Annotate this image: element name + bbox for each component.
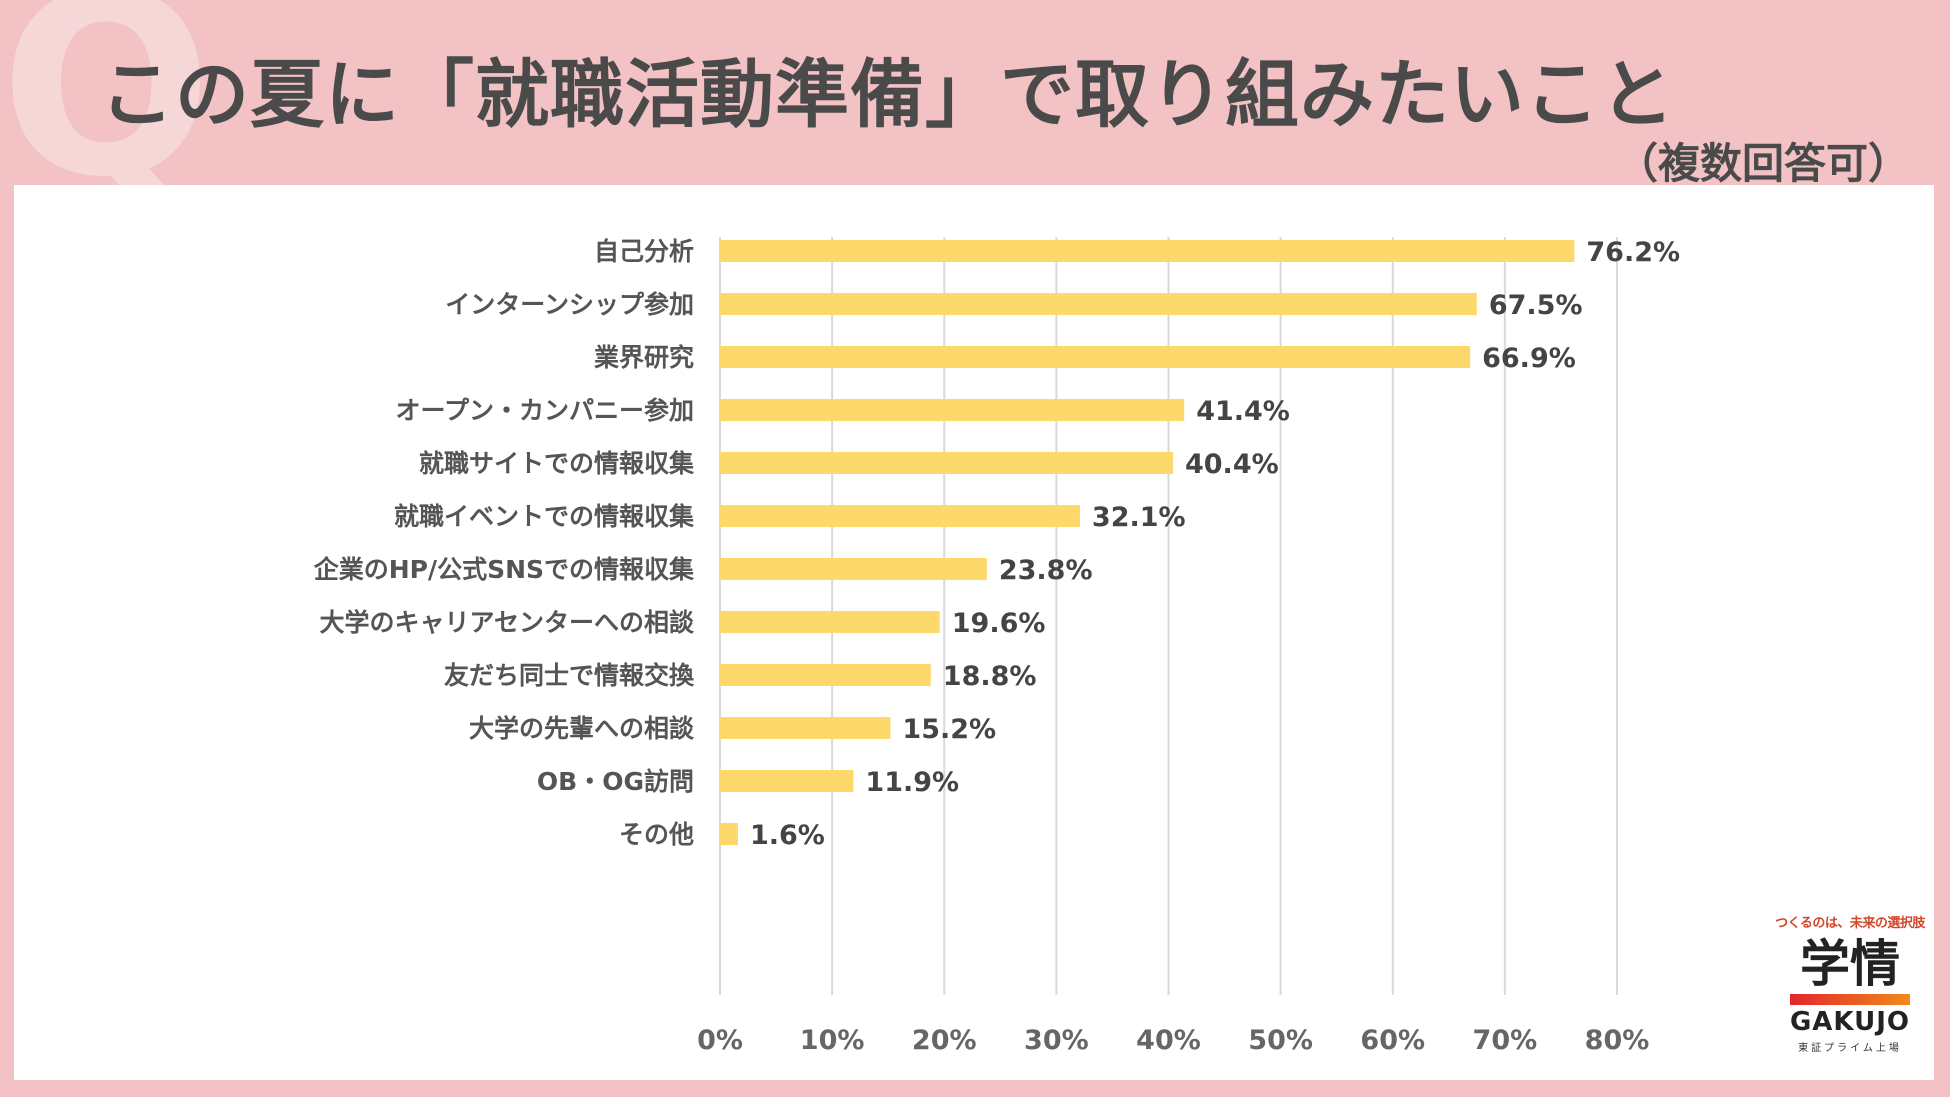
bar xyxy=(720,823,738,845)
category-label: その他 xyxy=(619,820,694,849)
bar xyxy=(720,346,1471,368)
page-title: この夏に「就職活動準備」で取り組みたいこと xyxy=(100,52,1675,138)
bar xyxy=(720,664,931,686)
bar-chart: 自己分析インターンシップ参加業界研究オープン・カンパニー参加就職サイトでの情報収… xyxy=(314,237,1680,1056)
value-label: 1.6% xyxy=(750,820,825,851)
category-label: 大学のキャリアセンターへの相談 xyxy=(319,608,695,637)
x-tick-label: 30% xyxy=(1024,1025,1089,1056)
category-label: 就職サイトでの情報収集 xyxy=(419,449,695,478)
x-tick-label: 0% xyxy=(697,1025,743,1056)
bar xyxy=(720,611,940,633)
value-label: 11.9% xyxy=(865,767,959,798)
value-label: 32.1% xyxy=(1092,502,1186,533)
logo-kanji: 学情 xyxy=(1800,935,1900,993)
category-label: インターンシップ参加 xyxy=(445,290,694,319)
x-tick-label: 50% xyxy=(1248,1025,1313,1056)
x-tick-label: 70% xyxy=(1473,1025,1538,1056)
q-mark-watermark: Q xyxy=(0,0,213,232)
value-label: 76.2% xyxy=(1586,237,1680,268)
bars xyxy=(720,240,1575,845)
logo-listing: 東証プライム上場 xyxy=(1798,1043,1902,1054)
value-labels: 76.2%67.5% 66.9% 41.4% 40.4% 32.1% 23.8% 19.6%… xyxy=(750,237,1680,851)
category-label: 企業のHP/公式SNSでの情報収集 xyxy=(314,555,695,584)
x-tick-label: 80% xyxy=(1585,1025,1650,1056)
category-labels: 自己分析インターンシップ参加業界研究オープン・カンパニー参加就職サイトでの情報収… xyxy=(314,237,695,849)
bar xyxy=(720,505,1080,527)
category-label: 自己分析 xyxy=(594,237,694,266)
bar xyxy=(720,293,1477,315)
bar xyxy=(720,717,891,739)
value-label: 18.8% xyxy=(943,661,1037,692)
logo-wordmark: GAKUJO xyxy=(1789,1007,1911,1037)
category-label: OB・OG訪問 xyxy=(537,767,694,796)
value-label: 67.5% xyxy=(1489,290,1583,321)
bar xyxy=(720,452,1173,474)
x-tick-label: 10% xyxy=(800,1025,865,1056)
category-label: オープン・カンパニー参加 xyxy=(395,396,694,425)
bar xyxy=(720,240,1575,262)
gakujo-logo: つくるのは、未来の選択肢 学情 GAKUJO 東証プライム上場 xyxy=(1770,912,1930,1054)
value-label: 41.4% xyxy=(1196,396,1290,427)
value-label: 40.4% xyxy=(1185,449,1279,480)
x-tick-label: 40% xyxy=(1136,1025,1201,1056)
category-label: 大学の先輩への相談 xyxy=(469,714,695,743)
chart-panel: 自己分析インターンシップ参加業界研究オープン・カンパニー参加就職サイトでの情報収… xyxy=(14,185,1934,1080)
logo-tagline: つくるのは、未来の選択肢 xyxy=(1775,916,1925,931)
value-label: 15.2% xyxy=(902,714,996,745)
category-label: 業界研究 xyxy=(594,343,694,372)
value-label: 66.9% xyxy=(1482,343,1576,374)
value-label: 19.6% xyxy=(952,608,1046,639)
bar xyxy=(720,399,1185,421)
x-tick-label: 20% xyxy=(912,1025,977,1056)
category-label: 就職イベントでの情報収集 xyxy=(394,502,695,531)
bar xyxy=(720,558,987,580)
x-tick-label: 60% xyxy=(1360,1025,1425,1056)
page-subtitle: （複数回答可） xyxy=(1615,139,1910,188)
bar xyxy=(720,770,854,792)
logo-accent-bar xyxy=(1790,994,1910,1005)
x-axis-tick-labels: 0% 10% 20% 30% 40% 50% 60% 70% 80% xyxy=(697,1025,1649,1056)
value-label: 23.8% xyxy=(999,555,1093,586)
category-label: 友だち同士で情報交換 xyxy=(444,661,695,690)
